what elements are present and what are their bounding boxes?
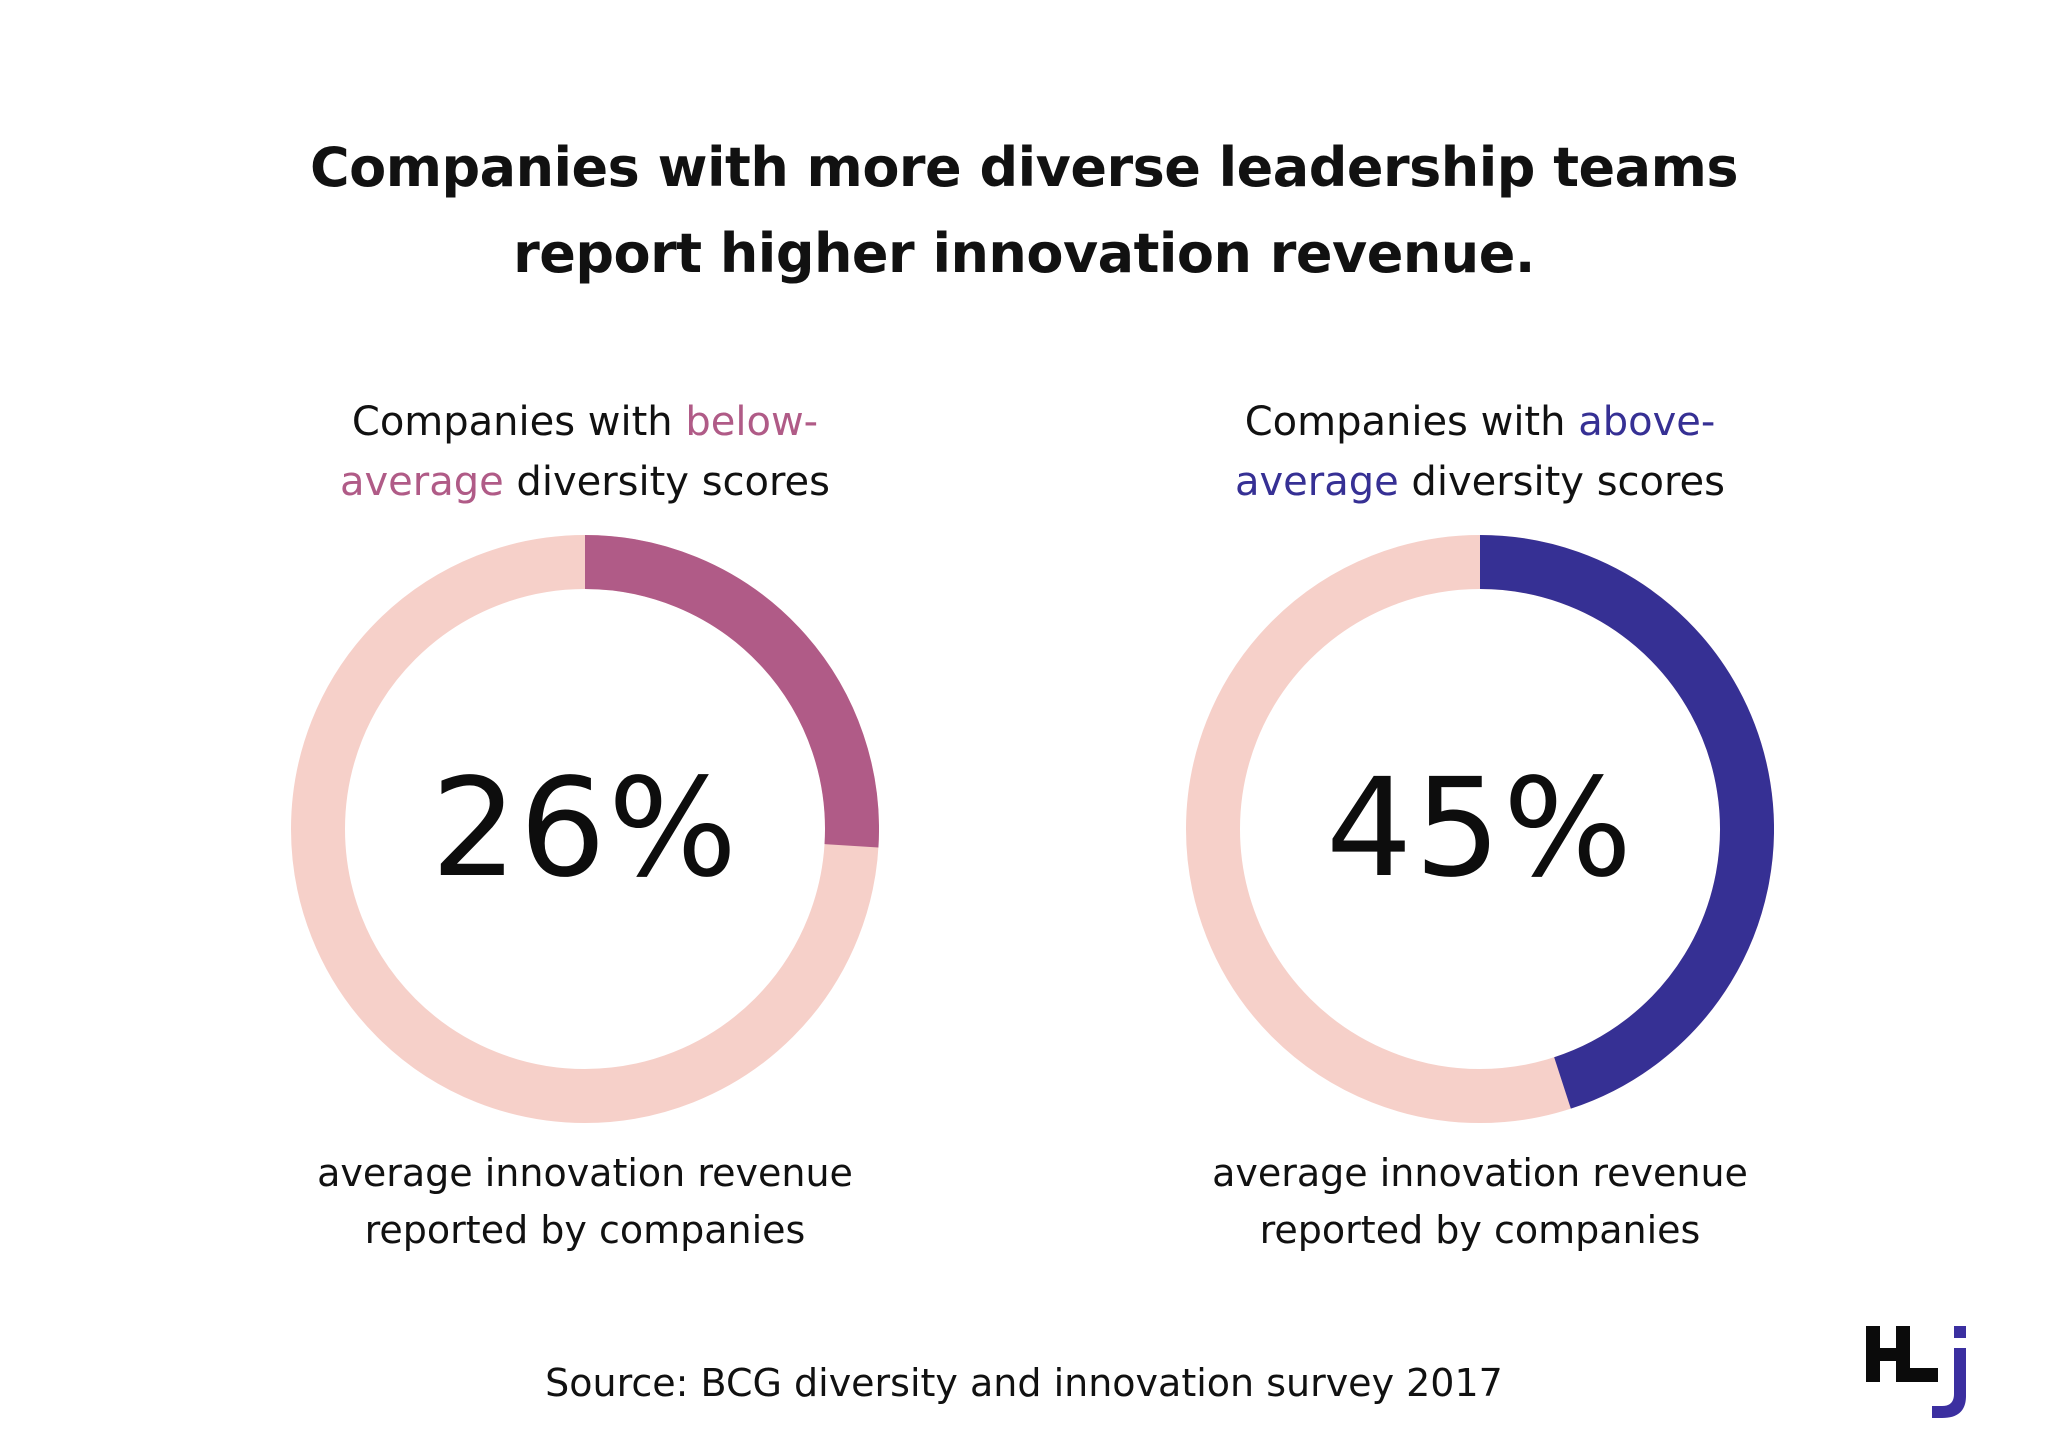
subtitle-highlight-2: average (339, 459, 504, 505)
chart-title-line-1: Companies with more diverse leadership t… (310, 136, 1738, 199)
logo-h-crossbar (1880, 1348, 1896, 1361)
donut-chart-below-average (291, 535, 879, 1123)
caption-line-1: average innovation revenue (317, 1151, 853, 1195)
subtitle-line-2: average diversity scores (235, 452, 935, 512)
donut-chart-above-average (1186, 535, 1774, 1123)
logo-hook (1932, 1348, 1966, 1418)
hj-logo-icon (1866, 1326, 1966, 1418)
subtitle-prefix: Companies with (351, 399, 686, 445)
caption-line-1: average innovation revenue (1212, 1151, 1748, 1195)
panel-subtitle: Companies with below- average diversity … (235, 392, 935, 512)
caption-line-2: reported by companies (364, 1208, 806, 1252)
chart-title-line-2: report higher innovation revenue. (513, 222, 1535, 285)
logo-l-foot (1910, 1368, 1938, 1382)
caption-line-2: reported by companies (1259, 1208, 1701, 1252)
subtitle-highlight-1: below- (685, 399, 819, 445)
donut-slice-innovation-revenue (584, 535, 879, 848)
logo-h-left-stroke (1866, 1326, 1880, 1382)
source-note: Source: BCG diversity and innovation sur… (545, 1361, 1503, 1405)
donut-value-label: 26% (430, 750, 740, 908)
donut-slice-innovation-revenue (1479, 535, 1774, 1109)
subtitle-prefix: Companies with (1244, 399, 1579, 445)
panel-subtitle: Companies with above- average diversity … (1130, 392, 1830, 512)
subtitle-suffix: diversity scores (503, 459, 831, 505)
panel-caption: average innovation revenue reported by c… (235, 1145, 935, 1259)
chart-title: Companies with more diverse leadership t… (0, 125, 2048, 297)
logo-dot (1954, 1326, 1966, 1338)
logo-h-right-stroke (1896, 1326, 1910, 1382)
subtitle-highlight-2: average (1234, 459, 1399, 505)
subtitle-highlight-1: above- (1578, 399, 1716, 445)
panel-caption: average innovation revenue reported by c… (1130, 1145, 1830, 1259)
subtitle-suffix: diversity scores (1398, 459, 1726, 505)
donut-value-label: 45% (1325, 750, 1635, 908)
subtitle-line-1: Companies with below- (235, 392, 935, 452)
subtitle-line-2: average diversity scores (1130, 452, 1830, 512)
subtitle-line-1: Companies with above- (1130, 392, 1830, 452)
